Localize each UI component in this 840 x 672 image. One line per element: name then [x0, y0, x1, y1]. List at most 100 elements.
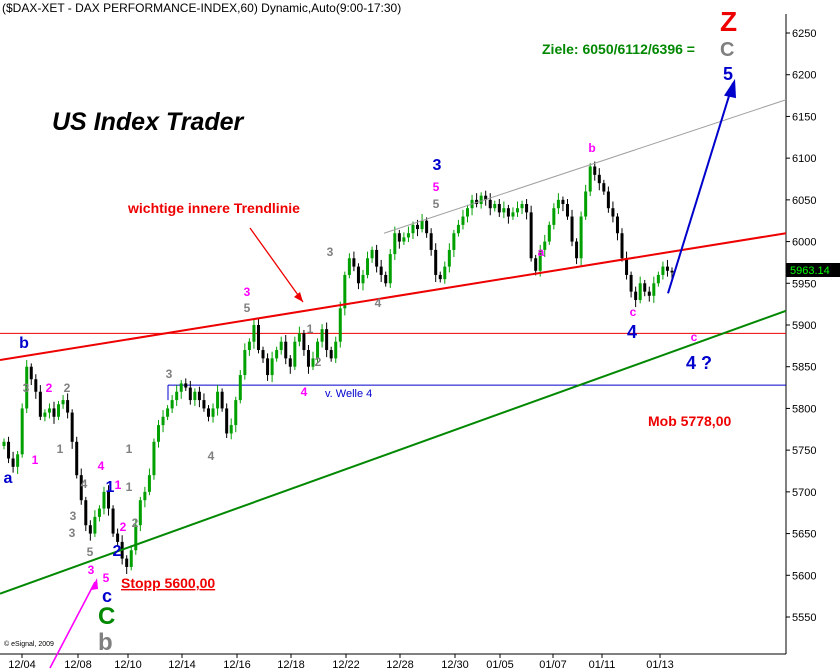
candle-body	[29, 366, 33, 380]
wave-label: 2	[64, 381, 71, 395]
candle-body	[602, 183, 606, 192]
candle-body	[211, 408, 215, 417]
candle-body	[102, 491, 106, 509]
trendline-arrow	[249, 227, 304, 303]
wave-label: 1	[126, 480, 133, 494]
candle-body	[334, 341, 338, 359]
candle-body	[638, 283, 642, 300]
x-tick-label: 12/16	[223, 659, 251, 671]
wave-label: 4	[301, 385, 308, 399]
candle-body	[375, 249, 379, 267]
candle-body	[665, 266, 669, 271]
candle-body	[161, 416, 165, 426]
candle-body	[2, 441, 6, 446]
candle-body	[188, 387, 192, 401]
x-tick-label: 01/05	[486, 659, 514, 671]
candle-body	[497, 204, 501, 213]
x-tick-label: 12/30	[441, 659, 469, 671]
wave-label: 3	[244, 285, 251, 299]
candle-body	[425, 220, 429, 234]
y-axis: 5550 5600 5650 5700 5750 5800 5850 5900 5950 6000…	[786, 28, 816, 624]
wave-C-target-label: C	[720, 39, 734, 61]
candle-body	[38, 391, 42, 417]
x-tick-label: 01/11	[589, 659, 616, 671]
candle-body	[493, 204, 497, 209]
candle-body	[275, 350, 279, 359]
candle-body	[547, 224, 551, 242]
candle-body	[243, 350, 247, 376]
wave-5-target-label: 5	[723, 64, 733, 84]
candle-body	[325, 329, 329, 351]
wave-label: 1	[106, 479, 115, 496]
candle-body	[475, 199, 479, 205]
candle-body	[452, 233, 456, 250]
candle-body	[143, 491, 147, 501]
candle-body	[193, 391, 197, 401]
trendline-annotation: wichtige innere Trendlinie	[127, 200, 300, 216]
candle-body	[261, 350, 265, 359]
candle-body	[565, 204, 569, 217]
candle-body	[75, 441, 79, 476]
wave-label: 4	[208, 449, 215, 463]
candle-body	[166, 408, 170, 417]
wave-C-label: C	[98, 603, 115, 630]
wave-label: 3	[70, 509, 77, 523]
wave-label: 2	[315, 355, 322, 369]
candle-body	[306, 350, 310, 367]
trendline-arrowhead	[294, 292, 303, 302]
chart-header-title: ($DAX-XET - DAX PERFORMANCE-INDEX,60) Dy…	[2, 1, 402, 15]
wave-label: 4	[98, 459, 105, 473]
candle-body	[84, 500, 88, 526]
candle-body	[79, 475, 83, 501]
wave-label: 3	[69, 526, 76, 540]
candle-body	[625, 258, 629, 275]
last-price-badge	[786, 263, 840, 277]
candle-body	[25, 366, 29, 409]
x-tick-label: 01/13	[646, 659, 674, 671]
candle-body	[388, 254, 392, 284]
y-tick-label: 5850	[792, 362, 816, 374]
candle-body	[170, 400, 174, 409]
candle-body	[284, 341, 288, 359]
y-tick-label: 5800	[792, 403, 816, 415]
last-price-value: 5963.14	[790, 265, 830, 277]
wave4-level-annotation: v. Welle 4	[325, 388, 372, 400]
candle-body	[302, 333, 306, 351]
candle-body	[43, 412, 47, 417]
y-tick-label: 5550	[792, 612, 816, 624]
candle-body	[556, 199, 560, 209]
x-tick-label: 12/22	[332, 659, 360, 671]
candle-body	[620, 233, 624, 259]
copyright: © eSignal, 2009	[4, 641, 54, 648]
wave-label: 2	[113, 543, 122, 560]
candle-body	[370, 249, 374, 259]
plot-frame	[0, 14, 787, 655]
candle-body	[338, 308, 342, 342]
wave-label: 5	[87, 545, 94, 559]
x-tick-label: 12/10	[114, 659, 142, 671]
candle-body	[220, 391, 224, 409]
candle-body	[416, 224, 420, 230]
grey-channel-line	[383, 99, 787, 234]
candle-body	[147, 475, 151, 492]
blue-projection-arrowhead	[724, 78, 736, 99]
y-tick-label: 5950	[792, 278, 816, 290]
candle-body	[443, 266, 447, 280]
y-tick-label: 6100	[792, 153, 816, 165]
wave-label: 3	[433, 157, 442, 174]
candle-body	[47, 408, 51, 413]
candle-body	[366, 258, 370, 275]
candle-body	[529, 212, 533, 259]
candle-body	[247, 341, 251, 351]
candle-body	[70, 412, 74, 442]
wave-b-label: b	[98, 629, 113, 656]
candle-body	[579, 216, 583, 259]
candle-body	[484, 195, 488, 200]
wave-label: 2	[132, 516, 139, 530]
candle-body	[343, 274, 347, 309]
candle-body	[402, 237, 406, 242]
candle-body	[643, 283, 647, 292]
candle-body	[575, 241, 579, 259]
wave-4-question-label: 4 ?	[686, 353, 712, 373]
wave-label: 1	[307, 322, 314, 336]
